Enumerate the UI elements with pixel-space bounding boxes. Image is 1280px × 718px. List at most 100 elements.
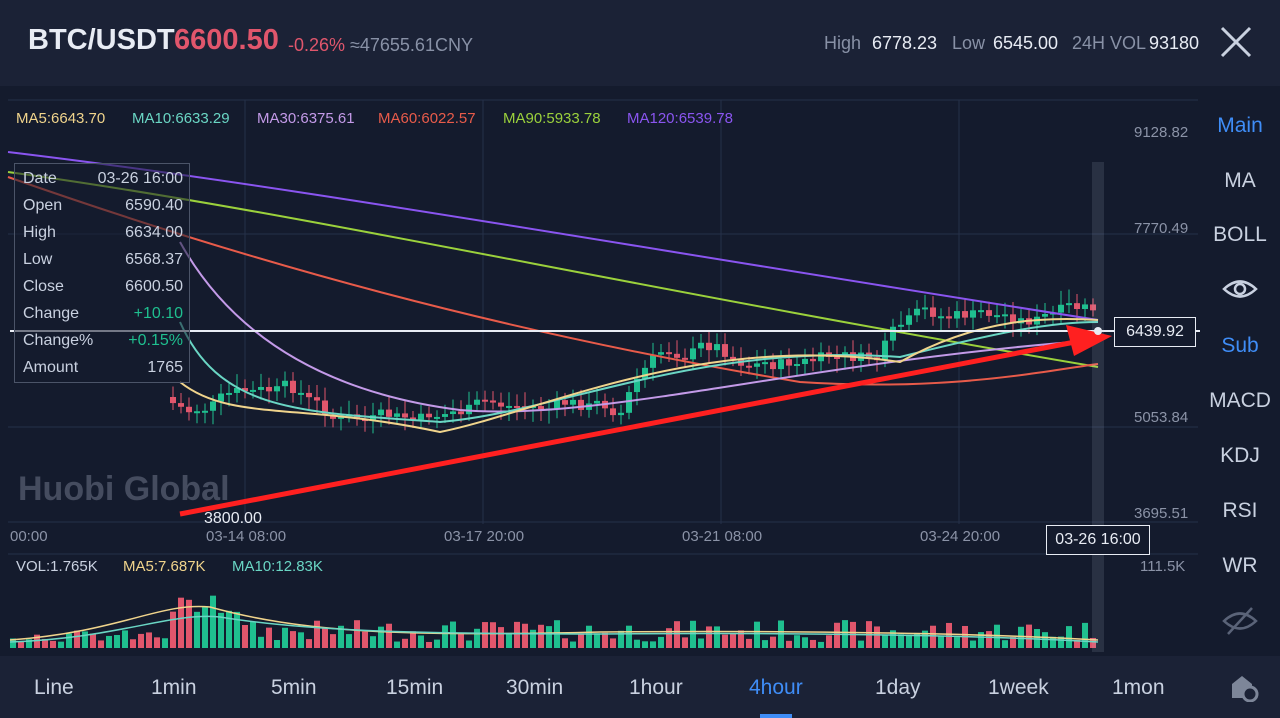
candle-body bbox=[306, 392, 312, 398]
volume-bar bbox=[426, 641, 432, 648]
volume-bar bbox=[658, 636, 664, 648]
y-axis-label: 9128.82 bbox=[1134, 124, 1189, 141]
main-indicator-header[interactable]: Main bbox=[1217, 114, 1263, 137]
candle-body bbox=[610, 408, 616, 416]
settings-button[interactable] bbox=[1228, 672, 1260, 707]
volume-bar bbox=[210, 595, 216, 648]
volume-bar bbox=[794, 635, 800, 648]
volume-bar bbox=[954, 637, 960, 648]
volume-bar bbox=[450, 621, 456, 648]
candle-body bbox=[914, 308, 920, 316]
volume-bar bbox=[410, 631, 416, 648]
eye-off-icon bbox=[1222, 607, 1258, 635]
volume-bar bbox=[386, 623, 392, 648]
ma10-legend: MA10:6633.29 bbox=[132, 110, 230, 127]
candle-body bbox=[722, 344, 728, 357]
candle-body bbox=[922, 307, 928, 310]
volume-bar bbox=[770, 636, 776, 648]
volume-bar bbox=[242, 624, 248, 648]
volume-bar bbox=[898, 634, 904, 648]
close-button[interactable] bbox=[1216, 22, 1256, 62]
volume-bar bbox=[338, 625, 344, 648]
volume-bar bbox=[362, 631, 368, 648]
timeframe-15min[interactable]: 15min bbox=[386, 676, 444, 699]
ma30-legend: MA30:6375.61 bbox=[257, 110, 355, 127]
volume-bar bbox=[306, 639, 312, 648]
volume-bar bbox=[74, 630, 80, 648]
volume-bar bbox=[690, 620, 696, 648]
info-row-date: Date 03-26 16:00 bbox=[23, 170, 183, 187]
candle-body bbox=[386, 409, 392, 417]
wr-button[interactable]: WR bbox=[1222, 554, 1258, 577]
candle-body bbox=[930, 307, 936, 317]
candle-body bbox=[250, 389, 256, 392]
candle-body bbox=[698, 342, 704, 349]
volume-bar bbox=[762, 640, 768, 648]
candle-body bbox=[1042, 313, 1048, 317]
timeframe-line[interactable]: Line bbox=[34, 676, 74, 699]
timeframe-5min[interactable]: 5min bbox=[271, 676, 317, 699]
cny-price: ≈47655.61CNY bbox=[350, 35, 473, 55]
candle-body bbox=[754, 363, 760, 367]
timeframe-4hour[interactable]: 4hour bbox=[749, 676, 803, 699]
eye-icon bbox=[1222, 280, 1258, 298]
candle-body bbox=[714, 344, 720, 351]
volume-ma5-legend: MA5:7.687K bbox=[123, 558, 206, 575]
candle-body bbox=[1066, 303, 1072, 306]
volume-bar bbox=[26, 639, 32, 648]
candle-body bbox=[962, 311, 968, 318]
crosshair-vertical bbox=[1092, 162, 1104, 652]
x-axis-label: 03-24 20:00 bbox=[920, 528, 1001, 545]
candle-body bbox=[938, 316, 944, 319]
timeframe-1day[interactable]: 1day bbox=[875, 676, 921, 699]
candle-body bbox=[1090, 304, 1096, 311]
volume-bar bbox=[1042, 632, 1048, 648]
timeframe-1mon[interactable]: 1mon bbox=[1112, 676, 1165, 699]
macd-button[interactable]: MACD bbox=[1209, 389, 1271, 412]
volume-bar bbox=[266, 627, 272, 648]
volume-bar bbox=[442, 625, 448, 648]
volume-bar bbox=[578, 633, 584, 648]
crosshair-dot bbox=[1094, 327, 1102, 335]
volume-bar bbox=[882, 634, 888, 648]
volume-bar bbox=[538, 624, 544, 648]
candle-body bbox=[274, 386, 280, 392]
timeframe-1hour[interactable]: 1hour bbox=[629, 676, 683, 699]
low-value: 6545.00 bbox=[993, 33, 1059, 53]
vol-value: 93180 bbox=[1149, 33, 1200, 53]
sub-indicator-header[interactable]: Sub bbox=[1221, 334, 1259, 357]
kdj-button[interactable]: KDJ bbox=[1220, 444, 1260, 467]
timeframe-30min[interactable]: 30min bbox=[506, 676, 564, 699]
volume-bar bbox=[922, 630, 928, 648]
info-row-close: Close 6600.50 bbox=[23, 278, 183, 295]
hide-indicator-toggle[interactable] bbox=[1200, 606, 1280, 642]
ma-button[interactable]: MA bbox=[1224, 169, 1256, 192]
volume-bar bbox=[226, 610, 232, 648]
volume-bar bbox=[154, 637, 160, 648]
boll-button[interactable]: BOLL bbox=[1213, 223, 1267, 246]
candle-body bbox=[202, 410, 208, 413]
candle-body bbox=[418, 413, 424, 420]
volume-bar bbox=[1058, 636, 1064, 648]
eye-toggle[interactable] bbox=[1200, 276, 1280, 308]
volume-bar bbox=[186, 599, 192, 648]
rsi-button[interactable]: RSI bbox=[1222, 499, 1258, 522]
candle-body bbox=[794, 364, 800, 367]
candle-body bbox=[634, 378, 640, 393]
candle-body bbox=[706, 342, 712, 351]
timeframe-1week[interactable]: 1week bbox=[988, 676, 1049, 699]
candle-body bbox=[986, 310, 992, 316]
volume-bar bbox=[746, 638, 752, 648]
volume-bar bbox=[202, 606, 208, 648]
volume-bar bbox=[914, 632, 920, 648]
volume-bar bbox=[58, 641, 64, 648]
candle-body bbox=[298, 392, 304, 395]
timeframe-1min[interactable]: 1min bbox=[151, 676, 197, 699]
volume-bar bbox=[970, 640, 976, 648]
volume-ma-line bbox=[9, 605, 1099, 641]
candle-body bbox=[234, 388, 240, 393]
info-row-change-pct: Change% +0.15% bbox=[23, 332, 183, 349]
candle-body bbox=[778, 359, 784, 370]
volume-bar bbox=[490, 622, 496, 648]
candle-body bbox=[490, 400, 496, 403]
